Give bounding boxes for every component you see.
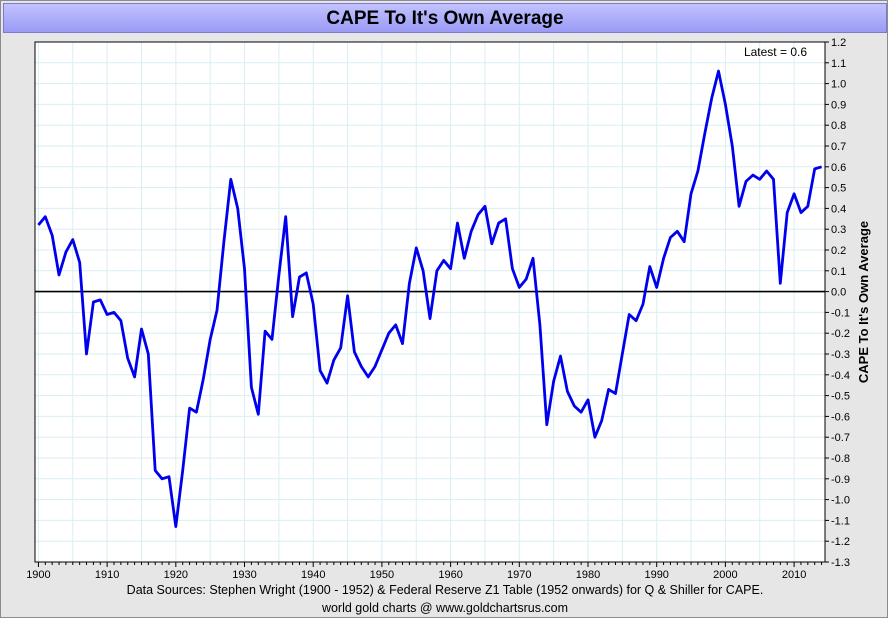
y-tick-label: -0.2 [831, 328, 850, 340]
x-tick-label: 1960 [438, 569, 462, 581]
y-tick-label: -0.9 [831, 474, 850, 486]
y-tick-label: 0.2 [831, 245, 846, 257]
x-tick-label: 1980 [576, 569, 600, 581]
y-tick-label: -0.3 [831, 349, 850, 361]
x-tick-label: 1950 [370, 569, 394, 581]
y-tick-label: -1.0 [831, 495, 850, 507]
title-bar: CAPE To It's Own Average [3, 3, 887, 33]
y-tick-label: -0.1 [831, 307, 850, 319]
y-tick-label: 0.3 [831, 224, 846, 236]
y-tick-label: -0.4 [831, 370, 850, 382]
x-tick-label: 1920 [164, 569, 188, 581]
data-sources-note: Data Sources: Stephen Wright (1900 - 195… [126, 583, 764, 597]
y-tick-label: 1.1 [831, 58, 846, 70]
y-tick-label: 0.4 [831, 203, 846, 215]
x-tick-label: 1910 [95, 569, 119, 581]
y-axis-title: CAPE To It's Own Average [856, 221, 871, 383]
y-tick-label: 0.0 [831, 287, 846, 299]
y-tick-label: 1.2 [831, 37, 846, 49]
plot-area [35, 42, 825, 562]
y-tick-label: 0.6 [831, 162, 846, 174]
chart-title: CAPE To It's Own Average [326, 8, 564, 29]
y-tick-label: 1.0 [831, 79, 846, 91]
x-tick-label: 1970 [507, 569, 531, 581]
y-tick-label: -1.1 [831, 515, 850, 527]
y-tick-label: 0.1 [831, 266, 846, 278]
x-tick-label: 1930 [232, 569, 256, 581]
credit-note: world gold charts @ www.goldchartsrus.co… [321, 601, 569, 615]
x-tick-label: 1940 [301, 569, 325, 581]
y-tick-label: -0.7 [831, 432, 850, 444]
x-tick-label: 2000 [713, 569, 737, 581]
y-tick-label: -1.3 [831, 557, 850, 569]
y-tick-label: 0.9 [831, 99, 846, 111]
y-tick-label: 0.8 [831, 120, 846, 132]
x-tick-label: 2010 [782, 569, 806, 581]
x-tick-label: 1990 [644, 569, 668, 581]
y-tick-label: 0.5 [831, 183, 846, 195]
y-tick-label: -0.5 [831, 391, 850, 403]
cape-series-line [37, 69, 823, 528]
x-tick-label: 1900 [26, 569, 50, 581]
latest-annotation: Latest = 0.6 [744, 45, 807, 59]
y-tick-label: -0.6 [831, 411, 850, 423]
y-tick-label: 0.7 [831, 141, 846, 153]
y-tick-label: -0.8 [831, 453, 850, 465]
y-tick-label: -1.2 [831, 536, 850, 548]
